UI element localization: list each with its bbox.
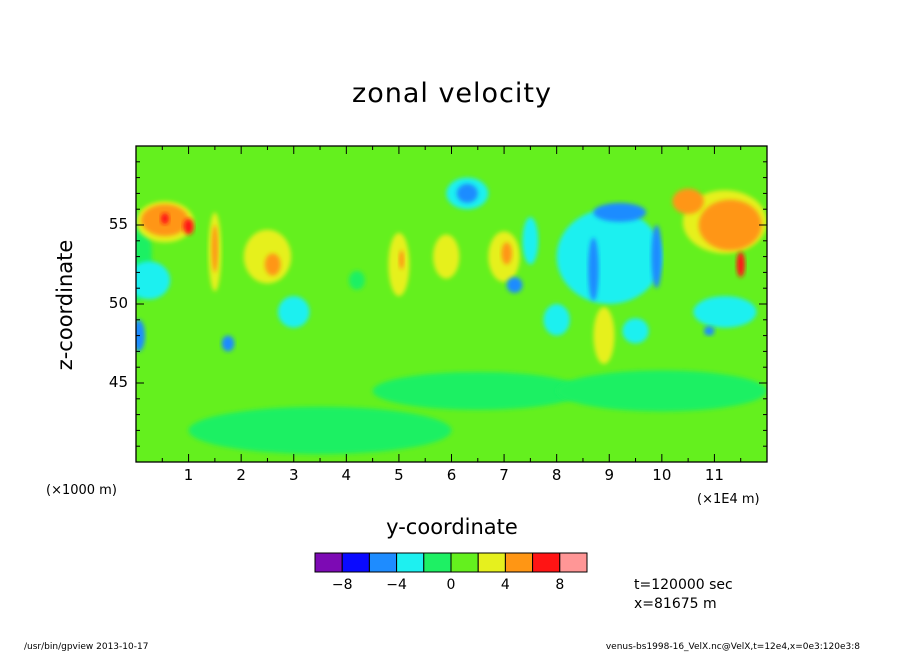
colorbar-label: −8 [331, 577, 353, 593]
contour-region-35 [703, 326, 715, 336]
x-tick-label: 8 [551, 466, 562, 484]
colorbar-label: 8 [555, 577, 565, 593]
contour-region-11 [264, 253, 281, 276]
y-axis-ticks [136, 161, 767, 447]
colorbar-swatch [477, 552, 506, 573]
contour-region-31 [698, 199, 762, 251]
y-tick-label: 55 [108, 215, 128, 233]
contour-region-5 [136, 261, 171, 300]
contour-region-6 [136, 319, 145, 352]
x-tick-label: 7 [499, 466, 509, 484]
contour-region-36 [188, 406, 452, 455]
contour-region-14 [388, 232, 410, 297]
heatmap-regions [136, 177, 767, 455]
contour-region-13 [348, 270, 365, 290]
contour-region-23 [556, 209, 662, 304]
x-axis-label: y-coordinate [386, 515, 518, 539]
contour-region-32 [672, 188, 704, 214]
colorbar-swatch [532, 552, 561, 573]
x-tick-label: 3 [288, 466, 299, 484]
colorbar-swatch [396, 552, 425, 573]
contour-region-37 [372, 371, 583, 410]
contour-region-20 [501, 242, 512, 265]
chart-title: zonal velocity [352, 78, 552, 109]
colorbar-label: 4 [500, 577, 510, 593]
contour-region-12 [277, 296, 310, 328]
x-tick-label: 1 [183, 466, 194, 484]
x-unit-left: (×1000 m) [46, 483, 117, 498]
time-readout: t=120000 sec [634, 577, 733, 593]
contour-region-33 [736, 251, 745, 278]
contour-region-29 [622, 318, 649, 344]
contour-region-4 [183, 218, 194, 235]
contour-region-9 [221, 335, 235, 352]
x-position-readout: x=81675 m [634, 596, 717, 612]
colorbar-label: −4 [386, 577, 407, 593]
x-tick-label: 6 [446, 466, 457, 484]
colorbar-swatch [368, 552, 398, 573]
contour-region-25 [588, 237, 599, 301]
x-unit-right: (×1E4 m) [697, 492, 760, 507]
contour-region-15 [398, 250, 405, 270]
colorbar [314, 552, 588, 573]
x-tick-label: 2 [236, 466, 246, 484]
colorbar-swatch [559, 552, 588, 573]
contour-region-22 [522, 217, 539, 265]
colorbar-swatch [341, 552, 370, 573]
contour-region-8 [211, 225, 219, 273]
contour-region-21 [506, 277, 523, 293]
colorbar-swatch [450, 552, 479, 573]
contour-region-38 [556, 370, 767, 412]
footer-left: /usr/bin/gpview 2013-10-17 [24, 642, 149, 652]
y-tick-label: 45 [108, 373, 128, 391]
contour-region-3 [160, 213, 170, 225]
x-tick-label: 4 [341, 466, 352, 484]
contour-region-24 [593, 202, 647, 222]
x-axis-ticks [161, 146, 742, 462]
colorbar-swatch [423, 552, 452, 573]
x-tick-label: 10 [652, 466, 672, 484]
contour-region-26 [651, 225, 662, 289]
colorbar-label: 0 [446, 577, 456, 593]
contour-region-18 [456, 183, 478, 203]
contour-region-27 [543, 304, 570, 336]
contour-region-16 [433, 234, 460, 279]
x-tick-label: 9 [604, 466, 615, 484]
x-tick-label: 11 [704, 466, 724, 484]
contour-region-28 [593, 307, 615, 365]
colorbar-swatch [314, 552, 343, 573]
y-tick-label: 50 [108, 294, 128, 312]
colorbar-swatch [504, 552, 534, 573]
x-tick-label: 5 [394, 466, 404, 484]
contour-region-34 [693, 296, 757, 328]
footer-right: venus-bs1998-16_VelX.nc@VelX,t=12e4,x=0e… [605, 642, 860, 652]
